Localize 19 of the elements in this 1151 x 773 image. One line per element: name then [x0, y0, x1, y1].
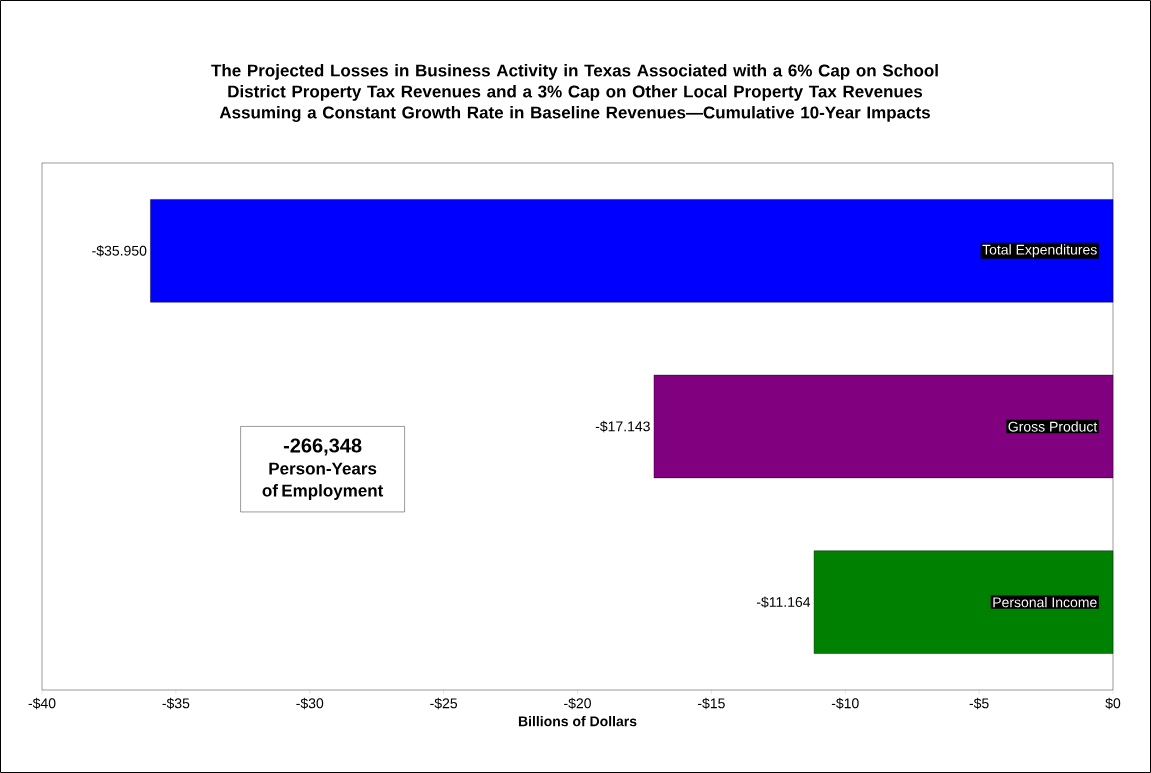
- x-tick-label: -$35: [162, 697, 190, 710]
- x-tick-label: -$15: [697, 697, 725, 710]
- x-tick-label: $0: [1105, 697, 1121, 710]
- x-tick-label: -$30: [296, 697, 324, 710]
- y-tick-label: Personal Income: [993, 597, 1097, 608]
- annotation: Person-Years of Employment: [262, 462, 384, 500]
- data-label: -$17.143: [595, 420, 650, 433]
- data-label: -$11.164: [756, 596, 811, 608]
- y-tick-label: Total Expenditures: [982, 244, 1097, 258]
- x-tick-label: -$40: [28, 697, 56, 710]
- data-label: -$35.950: [92, 245, 147, 257]
- x-tick-label: -$5: [969, 697, 989, 710]
- annotation: -266,348: [283, 438, 362, 456]
- x-tick-label: -$25: [430, 697, 458, 710]
- y-tick-label: Gross Product: [1008, 421, 1098, 432]
- x-axis-title: Billions of Dollars: [518, 715, 637, 727]
- chart-title: The Projected Losses in Business Activity in Texas Associated with a 6% Cap on School District Property Tax Revenues and a 3% Cap on Other Local Property Tax Revenues Assuming a Constant Growth Rate in Baseline Revenues—Cumulative 10-Year Impacts: [211, 64, 938, 122]
- x-tick-label: -$10: [831, 697, 859, 710]
- x-tick-label: -$20: [564, 697, 591, 710]
